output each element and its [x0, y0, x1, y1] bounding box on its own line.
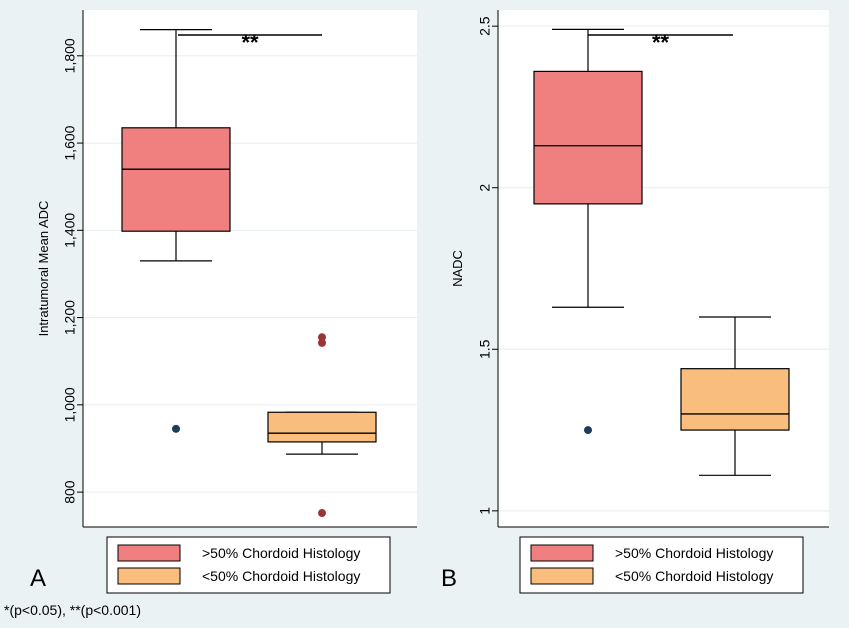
- legend-label: >50% Chordoid Histology: [615, 545, 773, 561]
- legend: >50% Chordoid Histology <50% Chordoid His…: [519, 536, 804, 594]
- plot-area: [83, 10, 417, 527]
- legend-swatch: [530, 544, 594, 562]
- legend-swatch: [530, 567, 594, 585]
- panel-b: 1 1.5 2 2.5 NADC ** >50% Chordoid Histology <50…: [441, 10, 829, 594]
- outlier-point: [318, 509, 326, 518]
- legend: >50% Chordoid Histology <50% Chordoid His…: [106, 536, 391, 594]
- footnote: *(p<0.05), **(p<0.001): [4, 602, 141, 618]
- significance-marker: **: [241, 30, 259, 55]
- y-tick-label: 1,200: [62, 300, 78, 335]
- y-tick-label: 2: [477, 184, 493, 192]
- legend-label: <50% Chordoid Histology: [202, 568, 360, 584]
- box-1: [533, 28, 643, 435]
- y-tick-label: 1,000: [62, 387, 78, 422]
- y-tick-label: 1,400: [62, 213, 78, 248]
- box-2: [680, 316, 790, 476]
- y-axis-label: Intratumoral Mean ADC: [36, 201, 51, 337]
- outlier-point: [318, 333, 326, 342]
- outlier-point: [318, 338, 326, 347]
- y-tick-label: 1: [477, 507, 493, 515]
- y-tick-label: 1.5: [477, 339, 493, 359]
- panel-label: B: [441, 565, 457, 592]
- legend-label: >50% Chordoid Histology: [202, 545, 360, 561]
- y-tick-label: 2.5: [477, 16, 493, 36]
- box-1: [121, 29, 231, 433]
- outlier-point: [584, 426, 592, 435]
- legend-swatch: [117, 544, 181, 562]
- legend-label: <50% Chordoid Histology: [615, 568, 773, 584]
- panel-label: A: [30, 565, 46, 592]
- iqr-box: [121, 127, 231, 232]
- iqr-box: [533, 70, 643, 205]
- iqr-box: [680, 368, 790, 431]
- iqr-box: [267, 411, 377, 443]
- y-tick-label: 1,600: [62, 125, 78, 160]
- outlier-point: [172, 424, 180, 433]
- legend-swatch: [117, 567, 181, 585]
- y-axis-label: NADC: [450, 250, 465, 287]
- box-2: [267, 333, 377, 518]
- significance-marker: **: [652, 30, 670, 55]
- y-tick-label: 1,800: [62, 38, 78, 73]
- y-tick-label: 800: [62, 480, 78, 504]
- panel-a: 800 1,000 1,200 1,400 1,600 1,800 Intratumoral…: [30, 10, 417, 594]
